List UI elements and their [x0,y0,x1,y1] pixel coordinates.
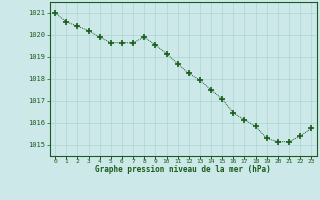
X-axis label: Graphe pression niveau de la mer (hPa): Graphe pression niveau de la mer (hPa) [95,165,271,174]
